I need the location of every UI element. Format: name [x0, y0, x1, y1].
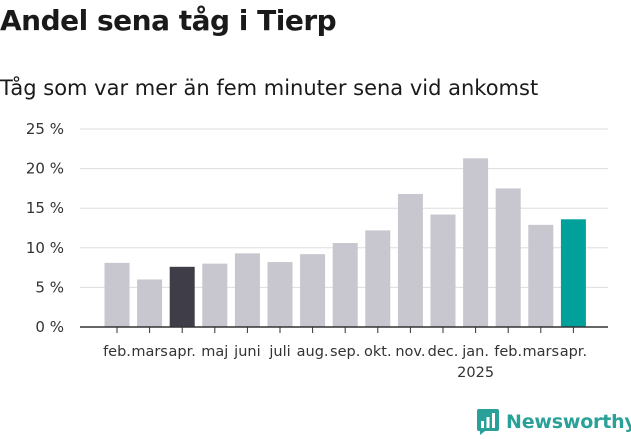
bar [300, 254, 326, 327]
bar [104, 262, 130, 327]
x-year-label: 2025 [457, 365, 494, 381]
x-tick-label: jan. [461, 344, 489, 360]
bar [234, 253, 260, 327]
x-tick-label: mars [523, 344, 560, 360]
bar [495, 188, 521, 327]
chart-title: Andel sena tåg i Tierp [0, 4, 337, 37]
bar [528, 224, 554, 327]
y-axis-ticks: 0 % 5 % 10 % 15 % 20 % 25 % [26, 120, 64, 336]
x-tick-label: nov. [395, 344, 425, 360]
bar [560, 219, 586, 327]
bar [332, 243, 358, 327]
brand-logo: Newsworthy [476, 408, 631, 436]
x-tick-label: apr. [560, 344, 587, 360]
x-tick-label: juli [268, 344, 290, 360]
x-tick-label: aug. [297, 344, 329, 360]
y-tick-label: 20 % [26, 160, 64, 178]
x-tick-label: okt. [364, 344, 392, 360]
chart-subtitle: Tåg som var mer än fem minuter sena vid … [0, 76, 539, 100]
x-tick-label: feb. [494, 344, 522, 360]
bar [397, 193, 423, 327]
x-tick-label: maj [201, 344, 228, 360]
bar [365, 230, 391, 327]
bar [202, 263, 228, 327]
x-axis-ticks: feb. mars apr. maj juni juli aug. sep. okt. nov. d… [80, 326, 608, 381]
x-tick-label: feb. [103, 344, 131, 360]
y-tick-label: 0 % [35, 318, 64, 336]
newsworthy-logo-icon [477, 409, 499, 435]
x-tick-label: sep. [330, 344, 360, 360]
x-tick-label: apr. [169, 344, 196, 360]
y-tick-label: 15 % [26, 199, 64, 217]
bar-chart: 0 %5 %10 %15 %20 %25 % feb. mars apr. maj ju… [26, 120, 608, 381]
brand-name: Newsworthy [506, 411, 631, 433]
bar [463, 158, 489, 327]
bars [104, 158, 586, 327]
x-tick-label: mars [131, 344, 168, 360]
y-tick-label: 5 % [35, 278, 64, 296]
bar [169, 266, 195, 327]
y-tick-label: 10 % [26, 239, 64, 257]
bar [430, 214, 456, 327]
x-tick-label: dec. [428, 344, 459, 360]
x-tick-label: juni [233, 344, 260, 360]
bar [267, 262, 293, 327]
y-tick-label: 25 % [26, 120, 64, 138]
bar [137, 279, 163, 327]
